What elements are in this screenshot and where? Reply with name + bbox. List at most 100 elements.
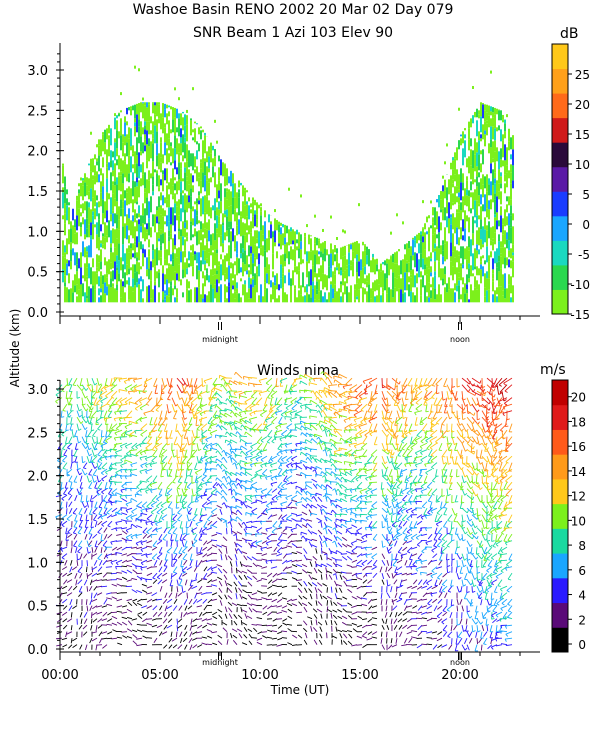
wind-barb bbox=[126, 547, 132, 548]
wind-barb bbox=[233, 635, 237, 638]
snr-cell bbox=[206, 180, 208, 196]
snr-cell bbox=[224, 273, 226, 281]
snr-cell bbox=[216, 141, 218, 144]
wind-barb-flag bbox=[156, 506, 159, 508]
snr-cell bbox=[234, 261, 236, 265]
wind-barb bbox=[66, 632, 67, 637]
snr-cell bbox=[122, 142, 124, 156]
wind-barb bbox=[234, 582, 237, 586]
snr-cell bbox=[376, 279, 378, 290]
wind-barb-flag bbox=[196, 425, 199, 426]
snr-cell bbox=[184, 250, 186, 257]
snr-cell bbox=[202, 172, 204, 187]
snr-cell bbox=[92, 175, 94, 179]
snr-cell bbox=[212, 146, 214, 150]
snr-cell bbox=[74, 285, 76, 292]
snr-cell bbox=[236, 282, 238, 288]
snr-cell bbox=[502, 247, 504, 264]
wind-barb bbox=[291, 560, 297, 562]
snr-cell bbox=[218, 286, 220, 302]
wind-barb bbox=[236, 561, 237, 567]
wind-barb-flag bbox=[245, 472, 246, 475]
snr-cell bbox=[392, 262, 394, 272]
wind-barb bbox=[237, 629, 242, 632]
snr-cell bbox=[392, 297, 394, 302]
snr-cell bbox=[208, 252, 210, 266]
wind-barb bbox=[222, 464, 227, 469]
snr-cell bbox=[490, 181, 492, 195]
snr-cell bbox=[64, 275, 66, 282]
snr-y-tick: 1.5 bbox=[27, 185, 64, 200]
wind-barb bbox=[226, 528, 227, 534]
wind-barb bbox=[261, 598, 267, 600]
snr-cell bbox=[242, 284, 244, 295]
snr-cell bbox=[124, 136, 126, 145]
snr-cell bbox=[136, 163, 138, 177]
wind-barb-flag bbox=[140, 419, 142, 421]
wind-barb-flag bbox=[105, 472, 107, 474]
wind-barb bbox=[128, 621, 132, 625]
snr-cell bbox=[238, 197, 240, 215]
wind-barb bbox=[296, 474, 302, 475]
snr-cell bbox=[144, 125, 146, 129]
snr-cell bbox=[172, 168, 174, 185]
snr-cell bbox=[440, 245, 442, 254]
snr-cell bbox=[164, 109, 166, 117]
wind-barb-flag bbox=[199, 420, 201, 422]
snr-cell bbox=[244, 235, 246, 250]
snr-cell bbox=[190, 221, 192, 224]
snr-cell bbox=[336, 267, 338, 270]
snr-cell bbox=[214, 249, 216, 265]
wind-barb bbox=[74, 450, 77, 456]
wind-barb-flag bbox=[246, 453, 248, 455]
snr-cell bbox=[166, 133, 168, 145]
wind-barb bbox=[84, 619, 87, 624]
wind-barb bbox=[99, 560, 102, 566]
wind-barb bbox=[213, 482, 217, 487]
wind-barb-flag bbox=[88, 552, 91, 554]
snr-cell bbox=[216, 228, 218, 233]
wind-barb bbox=[282, 598, 287, 599]
snr-cell bbox=[476, 244, 478, 250]
snr-cell bbox=[484, 273, 486, 287]
wind-barb bbox=[163, 645, 167, 649]
snr-cell bbox=[286, 294, 288, 302]
snr-cell bbox=[512, 180, 514, 188]
snr-cell bbox=[148, 268, 150, 279]
snr-cell bbox=[184, 172, 186, 190]
snr-cell bbox=[468, 190, 470, 196]
wind-barb bbox=[168, 619, 172, 623]
wind-barb-flag bbox=[98, 488, 101, 489]
snr-cell bbox=[478, 182, 480, 195]
wind-barb bbox=[75, 515, 77, 521]
snr-cell bbox=[308, 235, 310, 245]
snr-cell bbox=[394, 252, 396, 263]
snr-cell bbox=[486, 112, 488, 120]
snr-cell bbox=[512, 261, 514, 277]
snr-cell bbox=[144, 121, 146, 125]
snr-cell bbox=[268, 269, 270, 284]
wind-barb bbox=[62, 495, 67, 498]
snr-cell bbox=[156, 247, 158, 265]
snr-colorbar-tick: 5 bbox=[568, 188, 590, 202]
wind-barb bbox=[232, 603, 237, 606]
snr-cell bbox=[68, 289, 70, 302]
wind-barb bbox=[112, 584, 117, 586]
snr-cell bbox=[478, 195, 480, 203]
wind-barb-flag bbox=[244, 392, 245, 395]
snr-cell bbox=[462, 148, 464, 165]
snr-cell bbox=[174, 135, 176, 148]
snr-cell bbox=[194, 209, 196, 226]
snr-cell bbox=[158, 118, 160, 123]
wind-barb bbox=[213, 616, 217, 618]
snr-cell bbox=[220, 284, 222, 302]
wind-barb-flag bbox=[85, 427, 87, 429]
snr-cell bbox=[482, 174, 484, 184]
wind-barb-flag bbox=[74, 546, 77, 547]
wind-barb bbox=[86, 430, 87, 437]
snr-cell bbox=[128, 138, 130, 155]
snr-cell bbox=[452, 213, 454, 229]
wind-barb bbox=[235, 554, 237, 560]
snr-cell bbox=[78, 289, 80, 302]
snr-cell bbox=[496, 287, 498, 294]
